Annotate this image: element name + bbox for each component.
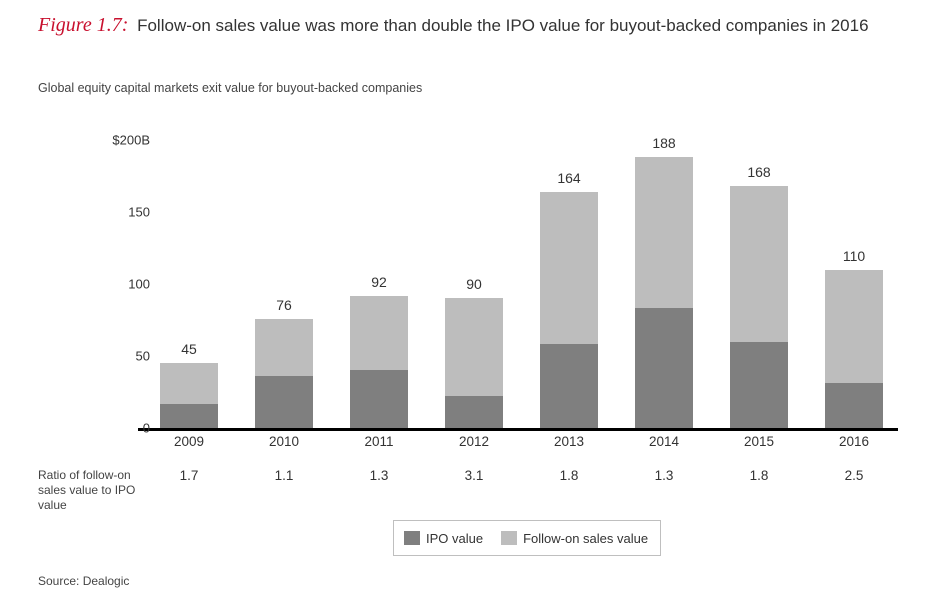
bar-segment-ipo <box>540 344 598 428</box>
bar-segment-follow-on <box>635 157 693 308</box>
bar-segment-ipo <box>635 308 693 428</box>
bar-total-label: 164 <box>540 170 598 186</box>
ratio-value: 1.3 <box>370 468 389 483</box>
legend-swatch-follow-on <box>501 531 517 545</box>
figure-title: Figure 1.7: Follow-on sales value was mo… <box>38 14 918 37</box>
bar-segment-ipo <box>160 404 218 428</box>
x-tick-label: 2010 <box>269 434 299 449</box>
x-tick-label: 2016 <box>839 434 869 449</box>
y-tick-label: 150 <box>70 205 150 220</box>
ratio-caption: Ratio of follow-on sales value to IPO va… <box>38 468 158 513</box>
bar-group: 168 <box>730 186 788 428</box>
chart-plot-area: 45 76 92 90 164 188 168 110 <box>138 140 898 431</box>
bar-group: 164 <box>540 192 598 428</box>
ratio-value: 1.3 <box>655 468 674 483</box>
bar-total-label: 90 <box>445 276 503 292</box>
bar-segment-ipo <box>825 383 883 428</box>
legend: IPO value Follow-on sales value <box>393 520 661 556</box>
bar-total-label: 92 <box>350 274 408 290</box>
bar-group: 110 <box>825 270 883 428</box>
y-tick-label: $200B <box>70 133 150 148</box>
figure-title-text: Follow-on sales value was more than doub… <box>137 16 868 35</box>
ratio-value: 3.1 <box>465 468 484 483</box>
y-tick-label: 50 <box>70 349 150 364</box>
bar-group: 188 <box>635 157 693 428</box>
bar-segment-ipo <box>730 342 788 428</box>
x-tick-label: 2015 <box>744 434 774 449</box>
bar-segment-follow-on <box>540 192 598 345</box>
bar-segment-follow-on <box>350 296 408 371</box>
x-axis-labels: 2009 2010 2011 2012 2013 2014 2015 2016 <box>138 434 898 458</box>
bar-segment-follow-on <box>825 270 883 384</box>
x-tick-label: 2011 <box>364 434 393 449</box>
x-tick-label: 2009 <box>174 434 204 449</box>
bar-total-label: 110 <box>825 248 883 264</box>
bar-group: 92 <box>350 296 408 428</box>
legend-label-ipo: IPO value <box>426 531 483 546</box>
legend-label-follow-on: Follow-on sales value <box>523 531 648 546</box>
bar-total-label: 188 <box>635 135 693 151</box>
bar-group: 76 <box>255 319 313 428</box>
legend-swatch-ipo <box>404 531 420 545</box>
legend-item-follow-on: Follow-on sales value <box>501 531 648 546</box>
ratio-value: 1.8 <box>750 468 769 483</box>
legend-item-ipo: IPO value <box>404 531 483 546</box>
bar-total-label: 168 <box>730 164 788 180</box>
x-tick-label: 2013 <box>554 434 584 449</box>
bar-segment-ipo <box>445 396 503 428</box>
x-tick-label: 2014 <box>649 434 679 449</box>
figure-subtitle: Global equity capital markets exit value… <box>38 81 918 95</box>
ratio-value: 1.8 <box>560 468 579 483</box>
bar-segment-follow-on <box>730 186 788 342</box>
bar-segment-ipo <box>350 370 408 428</box>
ratio-value: 1.7 <box>180 468 199 483</box>
bar-total-label: 76 <box>255 297 313 313</box>
bar-group: 45 <box>160 363 218 428</box>
ratio-value: 1.1 <box>275 468 294 483</box>
bar-segment-follow-on <box>255 319 313 377</box>
bar-segment-follow-on <box>445 298 503 396</box>
source-note: Source: Dealogic <box>38 574 129 588</box>
figure-number: Figure 1.7: <box>38 14 128 36</box>
bar-segment-ipo <box>255 376 313 428</box>
bar-total-label: 45 <box>160 341 218 357</box>
y-tick-label: 100 <box>70 277 150 292</box>
bar-group: 90 <box>445 298 503 428</box>
x-tick-label: 2012 <box>459 434 489 449</box>
ratio-value: 2.5 <box>845 468 864 483</box>
bar-segment-follow-on <box>160 363 218 403</box>
